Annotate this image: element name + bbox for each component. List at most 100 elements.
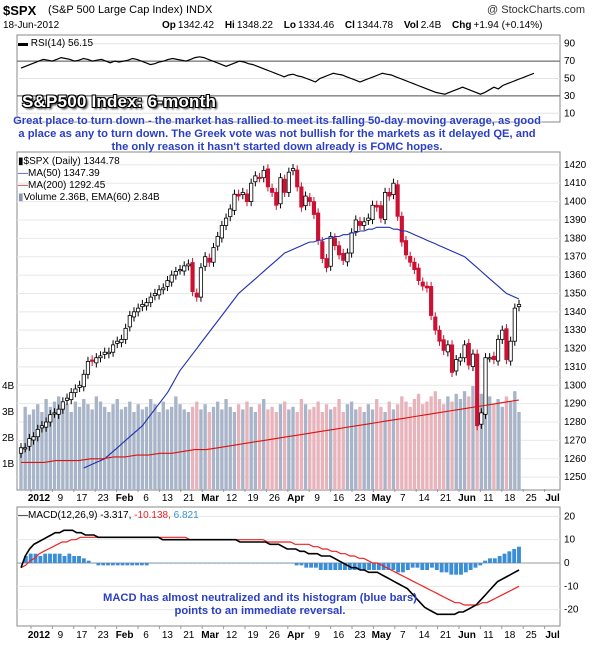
volume-bar — [278, 404, 283, 490]
volume-bar — [257, 404, 262, 490]
candle-body — [324, 258, 329, 269]
candle-body — [445, 344, 450, 353]
candle-body — [391, 182, 396, 196]
volume-bar — [508, 401, 513, 490]
candle-body — [85, 361, 91, 375]
candle-body — [27, 438, 32, 447]
brand-watermark: @ StockCharts.com — [487, 4, 585, 16]
macd-histogram-bar — [323, 563, 328, 570]
candle-body — [496, 338, 501, 362]
candle-body — [240, 192, 245, 196]
macd-histogram-bar — [81, 558, 86, 563]
volume-bar — [517, 412, 521, 490]
volume-bar — [224, 399, 228, 490]
candle-body — [253, 175, 258, 183]
volume-bar — [178, 404, 182, 490]
volume-bar — [174, 396, 178, 490]
ma200-legend-text: MA(200) 1292.45 — [28, 180, 106, 191]
x-axis-label: 13 — [162, 630, 174, 641]
macd-histogram-bar — [512, 549, 517, 563]
candle-body — [341, 252, 346, 261]
price-tick-label: 1420 — [564, 160, 587, 171]
macd-histogram-bar — [67, 553, 72, 563]
price-tick-label: 1350 — [564, 288, 587, 299]
candle-body — [399, 215, 404, 243]
macd-histogram-bar — [178, 563, 183, 564]
macd-legend-line: — — [18, 510, 28, 521]
volume-bar — [61, 409, 65, 490]
x-axis-label: 9 — [314, 493, 320, 504]
volume-bar — [169, 406, 174, 490]
price-tick-label: 1390 — [564, 215, 587, 226]
ma50-line — [83, 226, 520, 469]
volume-bar — [149, 399, 153, 490]
x-axis-label: 23 — [354, 630, 366, 641]
volume-bar — [354, 409, 358, 490]
candle-body — [110, 344, 116, 353]
candle-body — [249, 182, 254, 202]
volume-bar — [504, 396, 509, 490]
macd-histogram-bar — [231, 563, 236, 564]
macd-histogram-bar — [193, 563, 197, 564]
macd-histogram-bar — [265, 563, 270, 564]
ohlc-value: +1.94 (+0.14%) — [473, 20, 543, 31]
volume-bar — [379, 406, 383, 490]
candle-body — [152, 293, 157, 297]
x-axis-label: 2012 — [28, 630, 51, 641]
x-axis-label: Mar — [201, 493, 219, 504]
volume-bar — [437, 399, 442, 490]
volume-bar — [404, 401, 408, 490]
ohlc-value: 1344.78 — [356, 20, 394, 31]
candle-body — [470, 353, 476, 367]
x-axis-label: Jun — [458, 630, 476, 641]
volume-bar — [40, 412, 44, 490]
candle-body — [56, 408, 61, 415]
candle-body — [307, 197, 312, 202]
candle-body — [416, 267, 421, 281]
macd-histogram-bar — [284, 563, 289, 564]
candle-body — [144, 302, 149, 307]
x-axis-label: Mar — [201, 630, 219, 641]
candle-body — [357, 221, 363, 226]
volume-bar — [253, 412, 258, 490]
volume-bar — [220, 409, 224, 490]
candle-body — [157, 289, 162, 296]
volume-bar — [345, 404, 350, 490]
candle-body — [286, 171, 291, 193]
macd-x-axis: 2012 9 17 23 Feb 6 13 21 Mar 12 19 26 Apr 9 16 23 May 7 14… — [28, 626, 560, 641]
volume-bar — [119, 409, 124, 490]
volume-bar — [492, 404, 496, 490]
candle-body — [228, 208, 233, 218]
volume-bar — [312, 406, 316, 490]
macd-histogram-bar — [338, 563, 343, 570]
macd-histogram-bar — [333, 563, 338, 570]
rsi-legend: ▬ RSI(14) 56.15 — [18, 38, 94, 49]
x-axis-label: 21 — [183, 493, 195, 504]
candle-body — [274, 192, 279, 206]
macd-histogram-bar — [72, 556, 77, 563]
volume-bar — [425, 401, 429, 490]
price-tick-label: 1330 — [564, 325, 587, 336]
ohlc-value: 1342.42 — [177, 20, 215, 31]
candle-body — [64, 397, 70, 401]
volume-bar — [98, 401, 103, 490]
x-axis-label: May — [372, 630, 392, 641]
macd-histogram-bar — [444, 563, 449, 573]
candle-body — [165, 280, 170, 287]
ma200-legend-item: —MA(200) 1292.45 — [18, 180, 160, 192]
macd-histogram-bar — [106, 563, 110, 566]
x-axis-label: Jul — [545, 493, 560, 504]
volume-bar — [375, 399, 379, 490]
macd-histogram-bar — [130, 563, 135, 566]
x-axis-label: Jul — [545, 630, 560, 641]
volume-tick-label: 3B — [2, 407, 15, 418]
candle-body — [479, 412, 484, 425]
candle-body — [500, 329, 505, 340]
candle-body — [383, 192, 388, 220]
macd-histogram-bar — [352, 563, 357, 570]
ohlc-value: 1334.46 — [297, 20, 335, 31]
macd-histogram-bar — [110, 563, 115, 566]
volume-tick-label: 1B — [2, 459, 15, 470]
candle-body — [232, 193, 237, 211]
x-axis-label: 17 — [76, 630, 88, 641]
